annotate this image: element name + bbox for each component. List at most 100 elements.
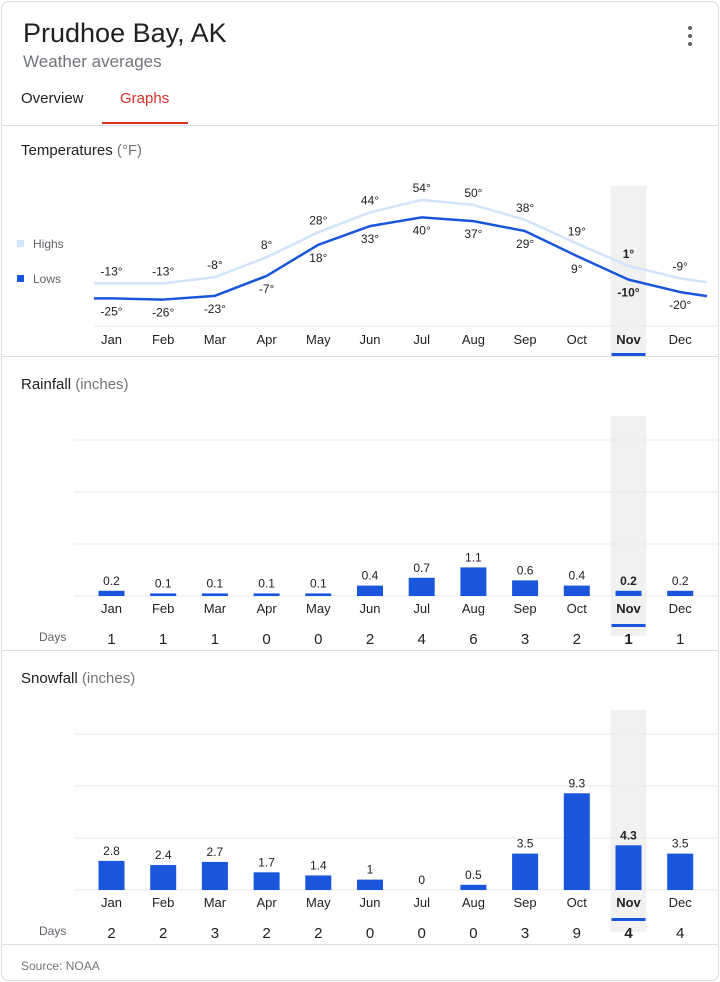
month-label: Aug bbox=[462, 332, 485, 347]
data-label-highs: -9° bbox=[672, 259, 688, 273]
snowfall-chart: 2.8 2.4 2.7 1.7 1.4 1 0 0.5 3.5 9.3 4.3 3.5 Jan Feb Ma… bbox=[39, 710, 718, 942]
days-value: 2 bbox=[366, 631, 374, 648]
data-label-lows: 33° bbox=[361, 232, 379, 246]
series-line-lows bbox=[94, 216, 708, 301]
selected-month-band bbox=[610, 710, 647, 932]
month-label: Jun bbox=[360, 601, 381, 616]
legend-highs-label: Highs bbox=[33, 237, 64, 251]
month-label: Jun bbox=[360, 895, 381, 910]
month-label: Aug bbox=[462, 601, 485, 616]
bar bbox=[357, 585, 383, 596]
data-label: 2.7 bbox=[207, 845, 224, 859]
days-value: 4 bbox=[624, 925, 633, 942]
bar bbox=[98, 860, 125, 890]
divider bbox=[2, 356, 718, 357]
month-label: Jan bbox=[101, 895, 122, 910]
tab-overview[interactable]: Overview bbox=[21, 90, 84, 107]
month-label: Feb bbox=[152, 332, 174, 347]
bar bbox=[150, 865, 177, 890]
temperature-chart: Highs Lows -13° -13° -8° 8° 28° 44° 54° 50° 38° 19°… bbox=[17, 181, 718, 356]
selected-month-indicator bbox=[611, 624, 646, 627]
data-label-lows: 29° bbox=[516, 237, 534, 251]
days-value: 1 bbox=[211, 631, 219, 648]
days-value: 1 bbox=[624, 631, 632, 648]
series-line-highs bbox=[94, 198, 708, 285]
rainfall-chart: 0.2 0.1 0.1 0.1 0.1 0.4 0.7 1.1 0.6 0.4 0.2 0.2 Jan F… bbox=[39, 416, 718, 648]
legend-highs-swatch bbox=[17, 240, 24, 247]
bar bbox=[615, 845, 642, 890]
days-value: 4 bbox=[676, 925, 684, 942]
days-value: 0 bbox=[418, 925, 426, 942]
month-label: Dec bbox=[669, 895, 693, 910]
data-label-highs: -13° bbox=[152, 264, 174, 278]
month-label: Nov bbox=[616, 601, 641, 616]
data-label: 0.2 bbox=[103, 574, 120, 588]
data-label: 1.7 bbox=[258, 855, 275, 869]
days-value: 2 bbox=[573, 631, 581, 648]
days-value: 0 bbox=[262, 631, 270, 648]
rainfall-unit: (inches) bbox=[75, 376, 129, 393]
data-label: 3.5 bbox=[672, 837, 689, 851]
bar bbox=[305, 593, 332, 596]
data-label-lows: 9° bbox=[571, 262, 583, 276]
bar bbox=[563, 585, 590, 596]
legend-lows-swatch bbox=[17, 275, 24, 282]
data-label: 0.2 bbox=[672, 574, 689, 588]
data-label: 0.2 bbox=[620, 574, 637, 588]
more-options-icon[interactable] bbox=[680, 24, 700, 48]
bar bbox=[512, 853, 539, 890]
data-label-lows: -10° bbox=[617, 286, 639, 300]
bar bbox=[253, 593, 280, 596]
data-label-highs: 1° bbox=[623, 247, 635, 261]
month-label: Apr bbox=[256, 601, 277, 616]
days-value: 2 bbox=[262, 925, 270, 942]
month-label: Jul bbox=[413, 332, 430, 347]
source-note: Source: NOAA bbox=[21, 959, 100, 973]
divider bbox=[2, 650, 718, 651]
data-label: 1.1 bbox=[465, 550, 482, 564]
month-label: Jul bbox=[413, 895, 430, 910]
data-label: 3.5 bbox=[517, 837, 534, 851]
tab-graphs[interactable]: Graphs bbox=[120, 90, 170, 107]
selected-month-indicator bbox=[611, 918, 646, 921]
data-label-highs: 50° bbox=[464, 186, 482, 200]
data-label-highs: -13° bbox=[100, 264, 122, 278]
month-label: Feb bbox=[152, 895, 174, 910]
data-label: 0.4 bbox=[362, 569, 379, 583]
bar bbox=[460, 567, 487, 596]
bar bbox=[512, 580, 539, 596]
month-label: Nov bbox=[616, 895, 641, 910]
days-value: 3 bbox=[211, 925, 219, 942]
days-value: 9 bbox=[573, 925, 581, 942]
data-label: 2.8 bbox=[103, 844, 120, 858]
snowfall-unit: (inches) bbox=[81, 670, 136, 687]
days-value: 2 bbox=[314, 925, 322, 942]
month-label: Sep bbox=[514, 332, 537, 347]
divider bbox=[2, 125, 718, 126]
days-value: 0 bbox=[469, 925, 477, 942]
rainfall-title: Rainfall (inches) bbox=[21, 376, 129, 393]
selected-month-indicator bbox=[611, 353, 646, 356]
month-label: May bbox=[306, 332, 331, 347]
data-label: 1.4 bbox=[310, 858, 327, 872]
month-label: Jan bbox=[101, 601, 122, 616]
page-subtitle: Weather averages bbox=[23, 52, 162, 71]
days-value: 1 bbox=[107, 631, 115, 648]
snowfall-title-text: Snowfall bbox=[21, 670, 78, 687]
days-value: 1 bbox=[676, 631, 684, 648]
month-label: Nov bbox=[616, 332, 641, 347]
bar bbox=[615, 590, 642, 596]
data-label-lows: 40° bbox=[413, 223, 431, 237]
month-label: Feb bbox=[152, 601, 174, 616]
bar bbox=[305, 875, 332, 890]
month-label: Mar bbox=[204, 895, 227, 910]
days-value: 1 bbox=[159, 631, 167, 648]
month-label: May bbox=[306, 895, 331, 910]
data-label: 0.1 bbox=[155, 576, 172, 590]
month-label: Jul bbox=[413, 601, 430, 616]
month-label: Sep bbox=[514, 601, 537, 616]
data-label: 2.4 bbox=[155, 848, 172, 862]
selected-month-band bbox=[610, 416, 647, 636]
month-label: Oct bbox=[567, 601, 588, 616]
